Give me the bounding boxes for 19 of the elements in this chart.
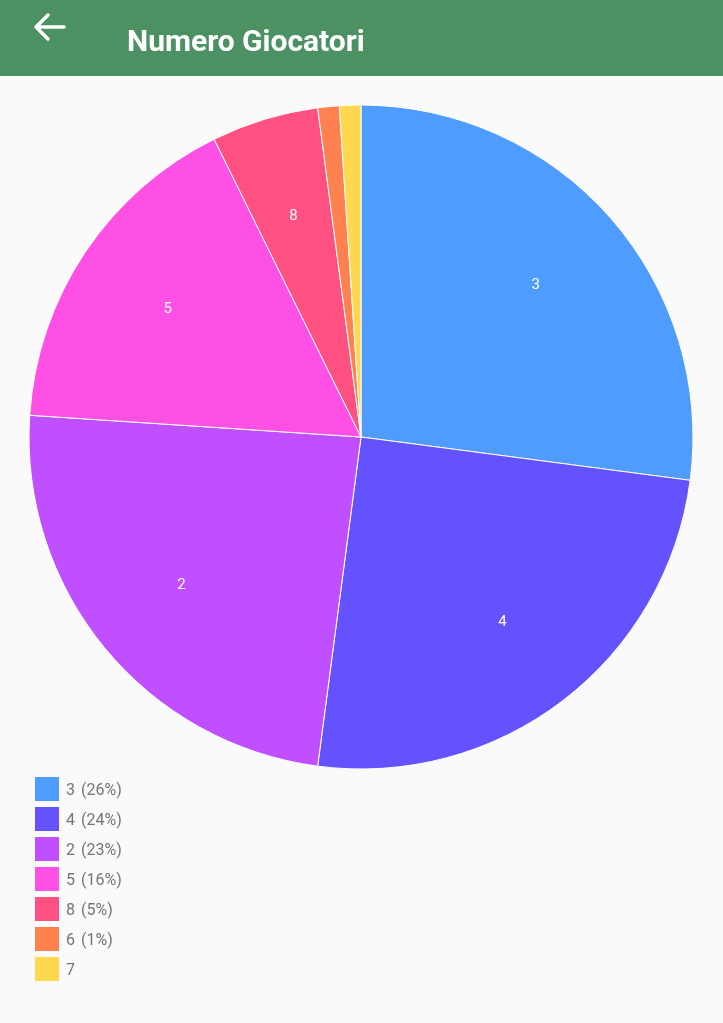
legend-label: 6 xyxy=(66,929,75,949)
slice-label: 2 xyxy=(177,575,186,594)
data-label: (5%) xyxy=(81,899,113,919)
slice-label: 4 xyxy=(498,612,508,631)
legend-label: 7 xyxy=(66,959,75,979)
slice-label: 5 xyxy=(163,298,172,317)
legend-label: 2 xyxy=(66,839,75,859)
data-label: (24%) xyxy=(81,809,122,829)
data-label: (16%) xyxy=(81,869,122,889)
slice-label: 3 xyxy=(531,274,540,293)
legend-label: 4 xyxy=(66,809,75,829)
data-label: (26%) xyxy=(81,779,122,799)
chart-title: Numero Giocatori xyxy=(127,22,365,58)
legend-label: 5 xyxy=(66,869,75,889)
legend-label: 3 xyxy=(66,779,75,799)
slice-label: 8 xyxy=(289,205,298,224)
data-label: (1%) xyxy=(81,929,113,949)
legend-label: 8 xyxy=(66,899,75,919)
data-label: (23%) xyxy=(81,839,122,859)
